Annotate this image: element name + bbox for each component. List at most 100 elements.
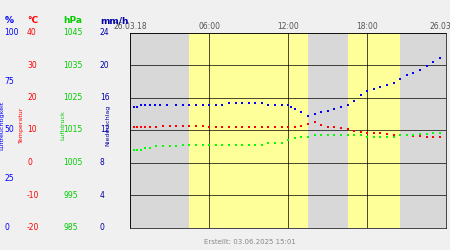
Point	[377, 134, 384, 138]
Point	[318, 110, 325, 114]
Point	[383, 132, 391, 136]
Point	[370, 87, 378, 91]
Point	[383, 134, 391, 138]
Point	[291, 125, 298, 129]
Point	[173, 124, 180, 128]
Point	[238, 101, 246, 105]
Point	[163, 103, 171, 107]
Point	[258, 101, 265, 105]
Point	[357, 133, 364, 137]
Point	[192, 124, 199, 128]
Point	[311, 120, 318, 124]
Point	[416, 132, 423, 136]
Point	[141, 146, 148, 150]
Point	[179, 124, 186, 128]
Point	[232, 101, 239, 105]
Point	[238, 126, 246, 130]
Point	[298, 134, 305, 138]
Point	[285, 103, 292, 107]
Point	[212, 125, 219, 129]
Point	[179, 103, 186, 107]
Point	[304, 134, 311, 138]
Point	[403, 133, 410, 137]
Point	[219, 126, 226, 130]
Text: 1015: 1015	[63, 126, 82, 134]
Point	[192, 103, 199, 107]
Point	[364, 134, 371, 138]
Text: 8: 8	[100, 158, 105, 167]
Point	[403, 74, 410, 78]
Point	[351, 129, 358, 133]
Point	[153, 144, 160, 148]
Text: -20: -20	[27, 223, 40, 232]
Point	[206, 125, 213, 129]
Text: mm/h: mm/h	[100, 16, 128, 25]
Point	[173, 103, 180, 107]
Point	[212, 103, 219, 107]
Point	[133, 104, 140, 108]
Text: hPa: hPa	[63, 16, 82, 25]
Point	[252, 142, 259, 146]
Text: Luftfeuchtigkeit: Luftfeuchtigkeit	[0, 100, 4, 150]
Point	[159, 124, 166, 128]
Point	[265, 126, 272, 130]
Point	[265, 103, 272, 107]
Point	[159, 144, 166, 148]
Point	[357, 93, 364, 97]
Point	[245, 126, 252, 130]
Point	[396, 133, 404, 137]
Point	[141, 103, 148, 107]
Text: 1025: 1025	[63, 93, 82, 102]
Point	[258, 126, 265, 130]
Point	[298, 124, 305, 128]
Point	[225, 101, 233, 105]
Point	[245, 101, 252, 105]
Point	[146, 125, 153, 129]
Point	[344, 127, 351, 131]
Text: 20: 20	[100, 60, 109, 70]
Point	[410, 133, 417, 137]
Point	[278, 103, 285, 107]
Point	[186, 142, 193, 146]
Point	[225, 126, 233, 130]
Point	[364, 130, 371, 134]
Point	[403, 133, 410, 137]
Point	[199, 142, 206, 146]
Point	[232, 142, 239, 146]
Point	[436, 134, 443, 138]
Point	[252, 126, 259, 130]
Text: 75: 75	[4, 77, 14, 86]
Point	[423, 134, 430, 138]
Text: Luftdruck: Luftdruck	[60, 110, 66, 140]
Point	[271, 141, 279, 145]
Point	[252, 101, 259, 105]
Point	[146, 146, 153, 150]
Point	[173, 144, 180, 148]
Text: 0: 0	[100, 223, 105, 232]
Point	[265, 141, 272, 145]
Point	[238, 142, 246, 146]
Point	[278, 126, 285, 130]
Point	[324, 108, 331, 112]
Point	[157, 103, 164, 107]
Point	[390, 134, 397, 138]
Point	[133, 125, 140, 129]
Point	[390, 81, 397, 85]
Point	[130, 148, 138, 152]
Point	[351, 99, 358, 103]
Point	[219, 103, 226, 107]
Text: °C: °C	[27, 16, 38, 25]
Point	[219, 142, 226, 146]
Point	[137, 103, 144, 107]
Point	[338, 133, 345, 137]
Bar	[347, 32, 400, 228]
Point	[152, 103, 159, 107]
Text: 4: 4	[100, 190, 105, 200]
Point	[212, 142, 219, 146]
Point	[311, 112, 318, 116]
Point	[338, 104, 345, 108]
Point	[199, 124, 206, 128]
Point	[344, 133, 351, 137]
Point	[271, 103, 279, 107]
Point	[166, 124, 173, 128]
